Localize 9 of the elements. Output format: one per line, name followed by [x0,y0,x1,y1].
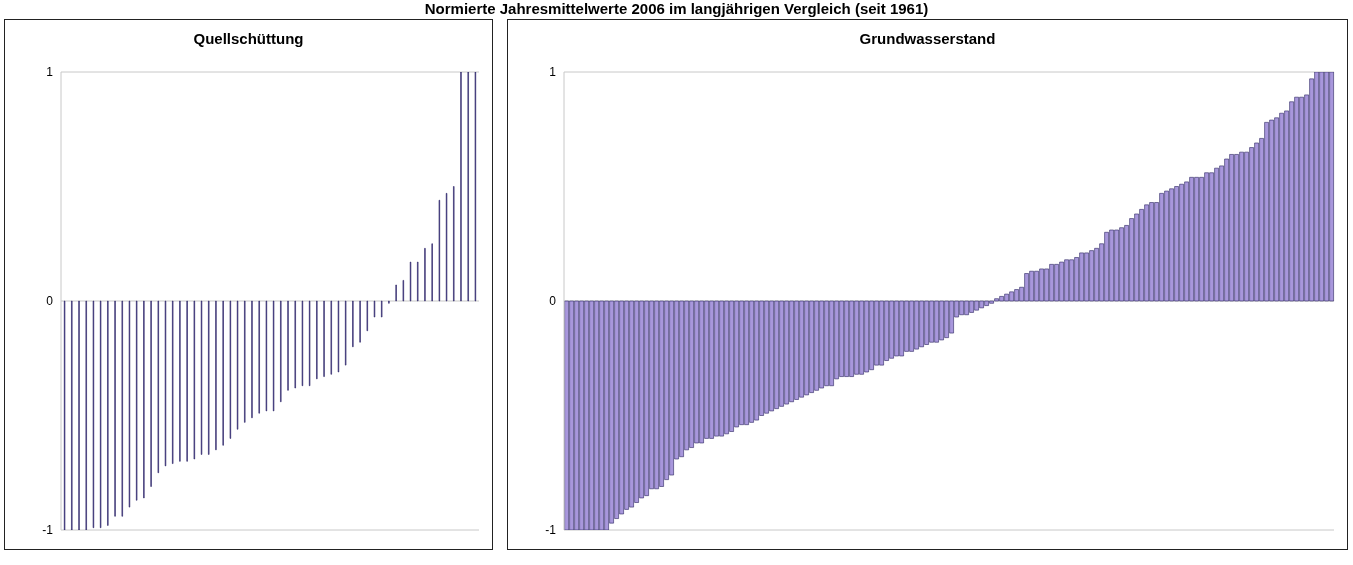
chart-title: Quellschüttung [192,30,305,47]
y-tick-label: 1 [46,65,54,80]
y-tick-label: 0 [549,294,557,309]
y-tick-label: -1 [545,523,557,538]
chart-title: Grundwasserstand [858,30,997,47]
y-tick-label: -1 [42,523,54,538]
y-tick-label: 1 [549,65,557,80]
text: Normierte Jahresmittelwerte 2006 im langjährigen Vergleich (seit 1961) [423,0,930,18]
y-tick-label: 0 [46,294,54,309]
